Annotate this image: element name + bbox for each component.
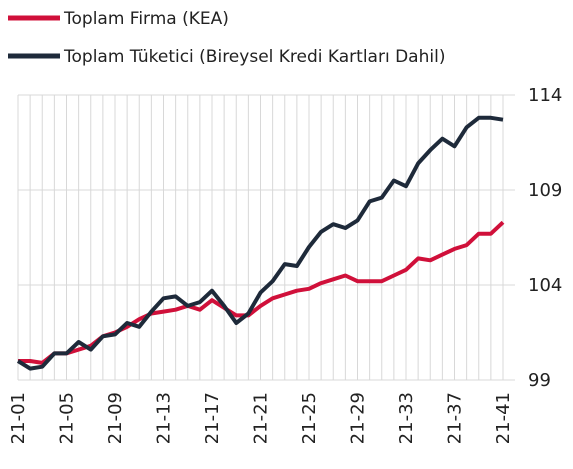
x-tick-label: 21-09 — [105, 392, 126, 444]
x-tick-label: 21-33 — [396, 392, 417, 444]
y-tick-label: 114 — [528, 85, 562, 106]
y-tick-label: 109 — [528, 180, 562, 201]
x-tick-label: 21-25 — [299, 392, 320, 444]
series-line — [16, 115, 504, 371]
y-tick-label: 104 — [528, 275, 562, 296]
x-tick-label: 21-29 — [348, 392, 369, 444]
x-tick-label: 21-21 — [251, 392, 272, 444]
x-tick-label: 21-17 — [202, 392, 223, 444]
x-tick-label: 21-01 — [8, 392, 29, 444]
x-tick-label: 21-05 — [57, 392, 78, 444]
legend-label: Toplam Tüketici (Bireysel Kredi Kartları… — [63, 47, 445, 67]
legend-label: Toplam Firma (KEA) — [63, 9, 229, 29]
x-tick-label: 21-13 — [154, 392, 175, 444]
y-tick-label: 99 — [528, 370, 551, 391]
x-tick-label: 21-37 — [445, 392, 466, 444]
x-tick-label: 21-41 — [493, 392, 514, 444]
